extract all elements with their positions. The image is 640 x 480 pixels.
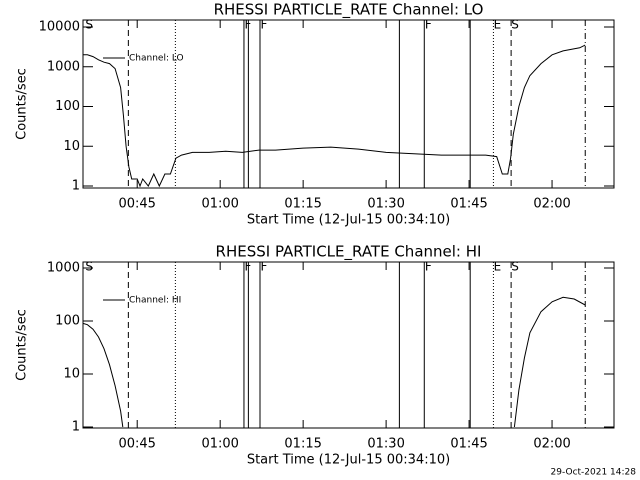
x-tick-label: 00:45 <box>118 437 155 452</box>
y-tick-label: 100 <box>55 314 80 329</box>
y-tick-label: 1000 <box>47 59 80 74</box>
x-tick-label: 01:00 <box>201 437 238 452</box>
x-axis-label: Start Time (12-Jul-15 00:34:10) <box>247 453 450 468</box>
event-label: S <box>511 260 519 274</box>
y-tick-label: 10 <box>63 367 80 382</box>
footer: 29-Oct-2021 14:28 <box>551 468 637 478</box>
legend-label: Channel: LO <box>129 54 184 64</box>
series-line <box>82 296 586 428</box>
event-label: S <box>85 260 93 274</box>
series-line <box>83 44 586 188</box>
y-tick-label: 1000 <box>47 261 80 276</box>
y-tick-label: 1 <box>72 420 80 435</box>
x-axis-label: Start Time (12-Jul-15 00:34:10) <box>247 213 450 228</box>
y-tick-label: 100 <box>55 99 80 114</box>
event-label: S <box>511 18 519 32</box>
y-tick-label: 10000 <box>39 20 80 35</box>
y-tick-label: 10 <box>63 139 80 154</box>
x-tick-label: 01:45 <box>450 197 487 212</box>
x-tick-label: 01:00 <box>201 197 238 212</box>
plot-frame <box>82 19 615 189</box>
x-tick-label: 02:00 <box>533 197 570 212</box>
event-label: F <box>425 18 432 32</box>
x-tick-label: 01:45 <box>450 437 487 452</box>
x-tick-label: 00:45 <box>118 197 155 212</box>
event-label: S <box>85 18 93 32</box>
plot-frame <box>82 261 615 429</box>
x-tick-label: 01:30 <box>367 437 404 452</box>
x-tick-label: 02:00 <box>533 437 570 452</box>
y-tick-label: 1 <box>72 179 80 194</box>
y-axis-label: Counts/sec <box>15 68 30 140</box>
x-tick-label: 01:15 <box>284 437 321 452</box>
event-label: F <box>425 260 432 274</box>
y-axis-label: Counts/sec <box>15 309 30 381</box>
chart-title: RHESSI PARTICLE_RATE Channel: HI <box>216 243 482 262</box>
chart-title: RHESSI PARTICLE_RATE Channel: LO <box>214 1 484 20</box>
event-label: E <box>494 260 502 274</box>
x-tick-label: 01:30 <box>367 197 404 212</box>
event-label: F <box>261 18 268 32</box>
legend-label: Channel: HI <box>129 296 181 306</box>
event-label: F <box>261 260 268 274</box>
x-tick-label: 01:15 <box>284 197 321 212</box>
event-label: E <box>494 18 502 32</box>
